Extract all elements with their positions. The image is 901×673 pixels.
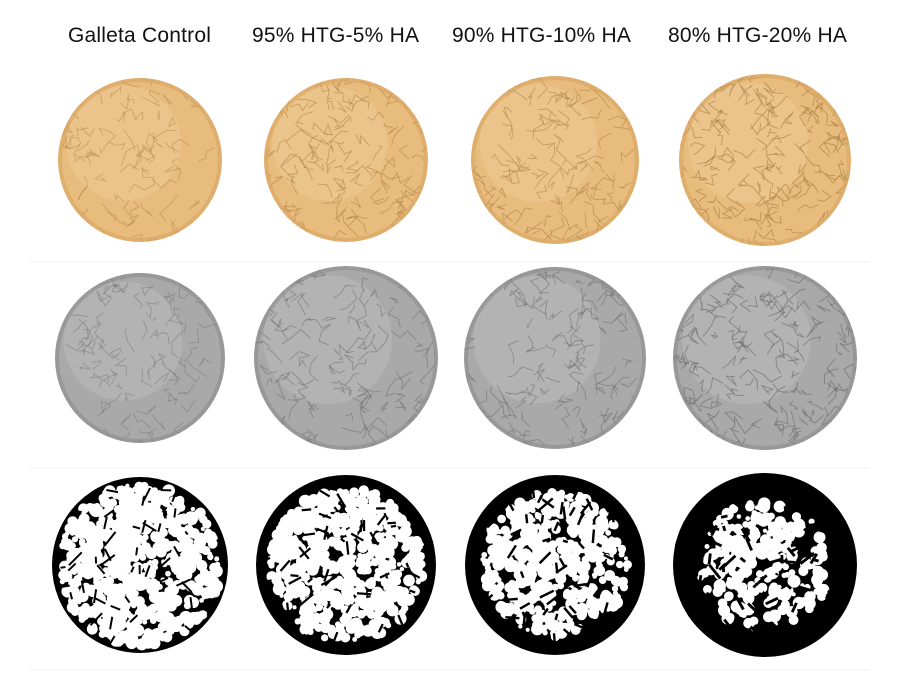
column-label-control: Galleta Control bbox=[68, 24, 212, 47]
cookie-grayscale-1 bbox=[55, 273, 225, 443]
cookie-grayscale-2 bbox=[254, 266, 438, 450]
cookie-color-3 bbox=[471, 76, 639, 244]
cookie-color-4 bbox=[679, 74, 851, 246]
cookie-color-2 bbox=[264, 78, 428, 242]
cookie-binary-1 bbox=[52, 477, 228, 653]
cookie-grayscale-3 bbox=[464, 267, 646, 449]
cookie-binary-4 bbox=[673, 473, 857, 657]
cookie-grayscale-4 bbox=[673, 266, 857, 450]
column-label-90-10: 90% HTG-10% HA bbox=[452, 24, 632, 47]
column-label-95-5: 95% HTG-5% HA bbox=[252, 24, 420, 47]
cookie-color-1 bbox=[58, 78, 222, 242]
column-label-80-20: 80% HTG-20% HA bbox=[668, 24, 848, 47]
cookie-binary-2 bbox=[256, 475, 436, 655]
cookie-binary-3 bbox=[465, 475, 645, 655]
